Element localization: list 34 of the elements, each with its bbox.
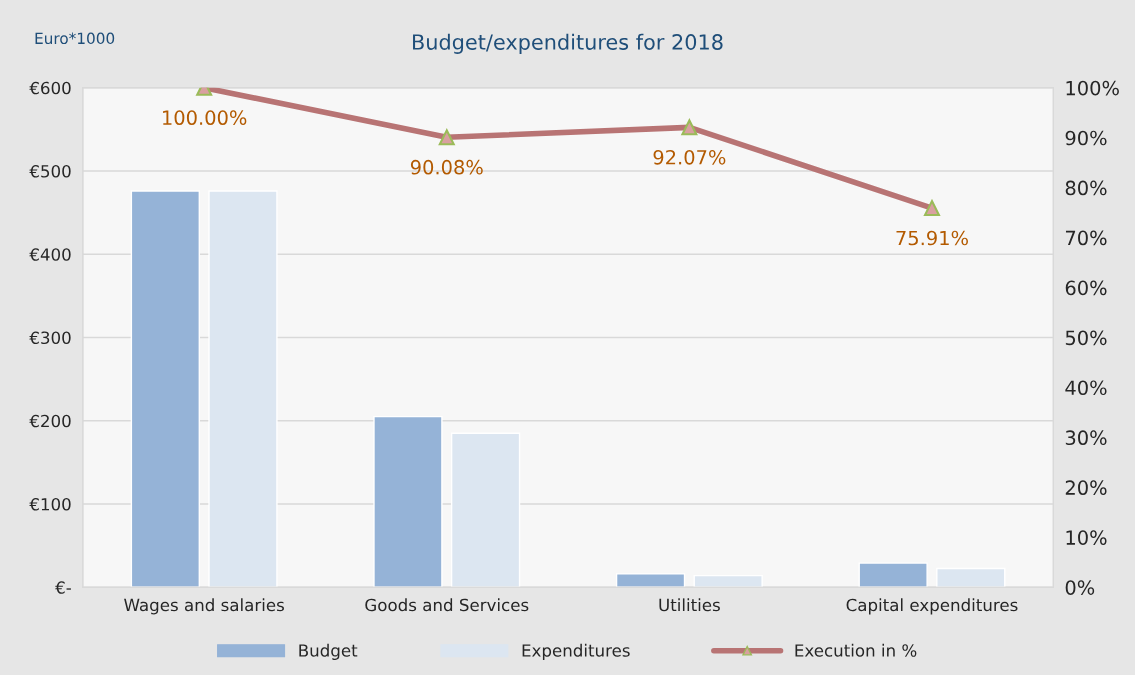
x-tick-label: Wages and salaries	[124, 598, 284, 615]
y-tick-label: €400	[29, 248, 71, 261]
data-label: 100.00%	[163, 110, 247, 126]
y2-tick-label: 100%	[1066, 80, 1119, 96]
y-tick-label: €300	[29, 331, 71, 345]
y-tick-label: €100	[29, 497, 71, 511]
y2-tick-label: 70%	[1065, 230, 1107, 246]
data-label: 75.91%	[896, 230, 968, 246]
x-tick-label: Goods and Services	[365, 598, 529, 612]
y2-tick-label: 20%	[1065, 480, 1107, 496]
y2-tick-label: 0%	[1065, 580, 1095, 595]
y2-tick-label: 90%	[1065, 130, 1107, 146]
y2-tick-label: 10%	[1066, 530, 1107, 545]
y2-tick-label: 60%	[1065, 280, 1107, 296]
legend-label: Expenditures	[522, 643, 630, 660]
y-tick-label: €200	[29, 414, 71, 428]
y2-tick-label: 40%	[1065, 380, 1107, 396]
y-tick-label: €600	[29, 81, 71, 95]
y2-tick-label: 50%	[1065, 330, 1107, 346]
y-tick-label: €500	[29, 164, 71, 178]
data-label: 92.07%	[653, 149, 726, 165]
point	[923, 200, 940, 217]
point	[438, 129, 455, 146]
text: Euro*1000	[35, 32, 115, 45]
y2-tick-label: 30%	[1065, 430, 1107, 446]
x-tick-label: Utilities	[659, 598, 720, 612]
y2-tick-label: 80%	[1065, 180, 1107, 196]
y-tick-label: €-	[55, 581, 71, 594]
data-label: 90.08%	[410, 159, 483, 175]
point	[681, 119, 698, 136]
legend-label: Execution in %	[795, 643, 917, 657]
x-tick-label: Capital expenditures	[846, 598, 1018, 615]
legend-label: Budget	[299, 643, 358, 660]
chart-title: Budget/expenditures for 2018	[413, 33, 723, 54]
